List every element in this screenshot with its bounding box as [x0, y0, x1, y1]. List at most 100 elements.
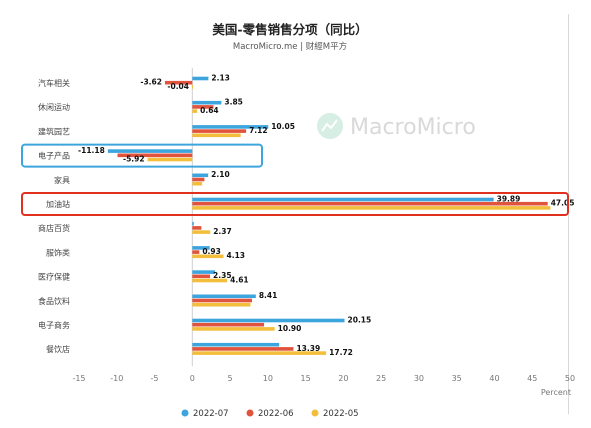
category-labels: 汽车相关休闲运动建筑园艺电子产品家具加油站商店百货服饰类医疗保健食品饮料电子商务… [38, 78, 70, 354]
bar [192, 201, 548, 206]
data-label: 3.85 [224, 98, 243, 107]
bar [192, 250, 200, 254]
data-label: 2.13 [211, 73, 230, 82]
data-label: 0.64 [200, 106, 219, 115]
category-label: 加油站 [46, 199, 70, 209]
bar [192, 206, 551, 210]
data-label: 10.05 [271, 122, 295, 131]
category-label: 电子商务 [38, 320, 70, 330]
bar [192, 254, 224, 259]
legend-marker [311, 409, 319, 417]
highlight-box [21, 192, 569, 216]
category-label: 电子产品 [38, 151, 70, 161]
legend-marker [181, 409, 189, 417]
bar [192, 173, 209, 178]
data-label: -5.92 [123, 154, 145, 163]
x-tick-label: 50 [565, 374, 575, 383]
data-label: -0.04 [167, 82, 189, 91]
data-label: 2.35 [213, 271, 232, 280]
data-label: 8.41 [259, 291, 278, 300]
category-label: 建筑园艺 [38, 126, 70, 136]
category-label: 服饰类 [46, 247, 70, 257]
bar [192, 133, 241, 138]
x-tick-label: 25 [376, 374, 386, 383]
bar [192, 351, 327, 355]
bar [192, 76, 209, 81]
category-label: 汽车相关 [38, 78, 70, 88]
data-label: 20.15 [348, 315, 372, 324]
data-labels: 2.13 -3.62 -0.04 3.85 0.64 10.057.12 -11.18 -5.… [78, 73, 574, 357]
bar [192, 100, 222, 105]
x-tick-label: 20 [338, 374, 348, 383]
bar [107, 149, 193, 153]
x-tick-label: 0 [190, 374, 195, 383]
legend-label: 2022-06 [258, 409, 294, 419]
data-label: 4.13 [227, 251, 246, 260]
data-label: 10.90 [278, 324, 302, 333]
legend: 2022-07 2022-06 2022-05 [181, 409, 359, 419]
bar [192, 294, 256, 299]
bar [192, 274, 211, 279]
bar [192, 318, 345, 323]
watermark-text: MacroMicro [350, 115, 476, 140]
bar [192, 221, 194, 226]
bars-layer [107, 68, 551, 366]
bar [192, 105, 214, 109]
category-label: 医疗保健 [38, 272, 70, 282]
legend-label: 2022-07 [193, 409, 229, 419]
x-tick-label: 10 [263, 374, 273, 383]
x-tick-label: -10 [110, 374, 123, 383]
legend-label: 2022-05 [323, 409, 359, 419]
bar [192, 197, 494, 202]
data-label: 17.72 [329, 348, 353, 357]
bar [192, 85, 194, 89]
data-label: 7.12 [249, 126, 268, 135]
bar [192, 125, 269, 129]
watermark-logo-mark [321, 119, 338, 132]
watermark: MacroMicro [317, 113, 476, 140]
bar [192, 302, 251, 307]
x-tick-label: 40 [489, 374, 499, 383]
bar [192, 246, 210, 250]
x-tick-label: 5 [228, 374, 233, 383]
bar [164, 80, 193, 85]
x-tick-label: 30 [414, 374, 424, 383]
bar [192, 230, 211, 234]
category-label: 商店百货 [38, 223, 70, 233]
category-label: 餐饮店 [46, 344, 70, 354]
x-tick-label: -5 [151, 374, 159, 383]
bar [192, 342, 280, 347]
data-label: 39.89 [497, 194, 521, 203]
bar [147, 157, 193, 162]
category-label: 家具 [54, 175, 70, 185]
category-label: 休闲运动 [38, 102, 70, 112]
bar [192, 298, 252, 303]
x-tick-label: -15 [72, 374, 85, 383]
data-label: 0.93 [202, 247, 221, 256]
legend-marker [246, 409, 254, 417]
bar [192, 322, 265, 327]
x-tick-label: 15 [301, 374, 311, 383]
bar [192, 109, 198, 113]
bar [192, 270, 215, 274]
data-label: 4.61 [230, 275, 249, 284]
data-label: 2.10 [211, 170, 230, 179]
bar [192, 129, 247, 133]
bar [192, 327, 275, 331]
x-axis-label: Percent [541, 388, 571, 397]
data-label: -11.18 [78, 146, 105, 155]
data-label: 47.05 [551, 199, 575, 208]
bar [192, 347, 294, 351]
bar [192, 177, 205, 182]
highlight-boxes [21, 143, 569, 216]
data-label: 2.37 [213, 227, 232, 236]
x-tick-label: 35 [452, 374, 462, 383]
data-label: 13.39 [296, 344, 320, 353]
data-label: -3.62 [140, 78, 162, 87]
x-tick-label: 45 [527, 374, 537, 383]
category-label: 食品饮料 [38, 296, 70, 306]
bar [192, 278, 228, 283]
highlight-box [21, 143, 263, 168]
